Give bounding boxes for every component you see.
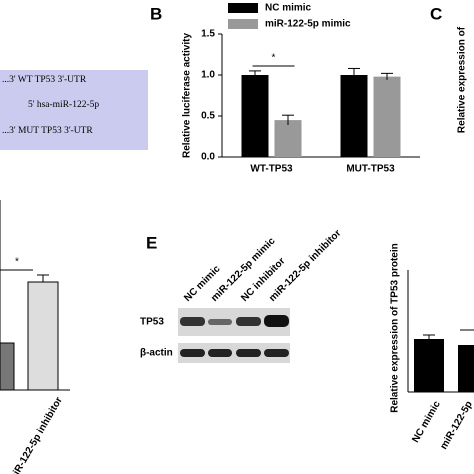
sequence: ...3' MUT TP53 3'-UTR	[2, 126, 93, 136]
x-tick-label: miR-122-5p inhibitor	[7, 395, 65, 474]
legend-label: miR-122-5p mimic	[265, 19, 351, 30]
panel-letter: C	[430, 4, 442, 23]
blot-strip	[178, 343, 290, 363]
bar	[0, 342, 15, 391]
bar	[274, 120, 302, 157]
y-axis-label: Relative expression of TP53 protein	[390, 243, 401, 413]
row-label: TP53	[140, 317, 164, 328]
y-tick-label: 0.0	[201, 152, 215, 163]
sequence: ...3' WT TP53 3'-UTR	[2, 75, 87, 85]
x-tick-label: NC mimic	[410, 399, 443, 445]
significance: *	[272, 53, 276, 64]
y-tick-label: 1.5	[201, 29, 215, 40]
band	[264, 349, 289, 357]
x-tick-label: MUT-TP53	[346, 164, 395, 175]
panel-letter: E	[146, 233, 157, 252]
y-axis-label: Relative expression of	[457, 26, 468, 133]
band	[208, 349, 232, 357]
x-tick-label: miR-122-5p	[438, 399, 474, 451]
bar	[340, 75, 368, 157]
band	[236, 317, 261, 326]
bar	[414, 339, 444, 392]
panel-letter: B	[150, 4, 162, 23]
y-tick-label: 1.0	[201, 70, 215, 81]
legend-swatch	[228, 3, 258, 13]
chart-b: 0.0 0.5 1.0 1.5 Relative luciferase activity…	[182, 3, 420, 175]
sequence: 5' hsa-miR-122-5p	[28, 100, 99, 110]
sequence-box	[0, 70, 148, 150]
bar	[373, 76, 401, 157]
band	[264, 315, 289, 327]
band	[180, 317, 205, 326]
western-blot: NC mimic miR-122-5p mimic NC inhibitor m…	[140, 228, 343, 363]
band	[236, 349, 261, 357]
band	[180, 349, 205, 357]
row-label: β-actin	[140, 348, 173, 359]
bar	[241, 75, 269, 157]
significance: *	[15, 257, 19, 268]
panel-f: Relative expression of TP53 protein NC m…	[390, 243, 474, 452]
bar	[27, 281, 59, 391]
bar	[458, 345, 474, 392]
legend-label: NC mimic	[265, 3, 312, 14]
y-axis-label: Relative luciferase activity	[182, 33, 193, 159]
band	[208, 319, 232, 325]
legend-swatch	[228, 19, 258, 29]
panel-d: * miR-122-5p inhibitor	[0, 200, 70, 474]
y-tick-label: 0.5	[201, 111, 215, 122]
x-tick-label: WT-TP53	[250, 164, 293, 175]
